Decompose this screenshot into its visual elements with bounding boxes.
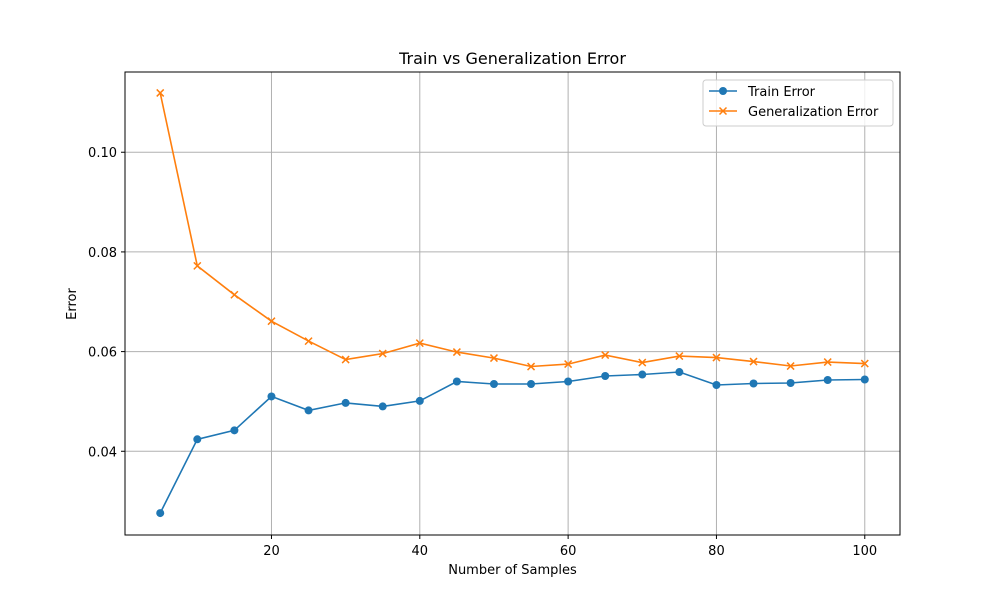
y-tick-label: 0.08: [88, 246, 117, 261]
generalization-error-point: [452, 348, 461, 357]
x-axis: 20 40 60 80 100: [263, 535, 877, 559]
generalization-error-point: [341, 355, 350, 364]
train-error-point: [860, 375, 869, 384]
x-axis-label: Number of Samples: [448, 563, 577, 578]
generalization-error-point: [489, 354, 498, 363]
train-error-point: [489, 379, 498, 388]
generalization-error-point: [304, 337, 313, 346]
x-tick-label: 40: [412, 544, 429, 559]
generalization-error-point: [675, 352, 684, 361]
y-tick-label: 0.06: [88, 346, 117, 361]
train-error-point: [601, 372, 610, 381]
y-tick-label: 0.10: [88, 146, 117, 161]
y-axis-label: Error: [65, 288, 80, 320]
generalization-error-point: [786, 362, 795, 371]
train-error-point: [193, 435, 202, 444]
train-error-point: [638, 370, 647, 379]
generalization-error-point: [267, 317, 276, 326]
generalization-error-point: [193, 261, 202, 270]
generalization-error-point: [564, 360, 573, 369]
generalization-error-point: [712, 353, 721, 362]
train-error-point: [786, 378, 795, 387]
plot-area-frame: [124, 71, 901, 536]
legend-label: Train Error: [747, 85, 816, 100]
legend-marker-circle: [719, 87, 727, 95]
train-error-point: [452, 377, 461, 386]
legend: Train Error Generalization Error: [702, 79, 894, 127]
series-line-generalization-error: [159, 92, 865, 368]
train-error-point: [156, 509, 165, 518]
train-error-point: [341, 398, 350, 407]
y-axis: 0.04 0.06 0.08 0.10: [88, 146, 125, 460]
train-error-point: [564, 377, 573, 386]
legend-marker-x: [718, 106, 728, 116]
legend-box: [702, 79, 894, 127]
grid: [125, 72, 900, 535]
x-tick-label: 100: [852, 544, 877, 559]
generalization-error-point: [749, 357, 758, 366]
generalization-error-point: [415, 339, 424, 348]
train-error-point: [230, 426, 239, 435]
train-error-point: [378, 402, 387, 411]
generalization-error-point: [823, 358, 832, 367]
generalization-error-point: [527, 362, 536, 371]
chart-title: Train vs Generalization Error: [398, 49, 626, 68]
train-error-point: [712, 380, 721, 389]
legend-label: Generalization Error: [748, 105, 879, 120]
train-error-point: [304, 406, 313, 415]
generalization-error-point: [230, 290, 239, 299]
train-error-point: [415, 396, 424, 405]
y-tick-label: 0.04: [88, 445, 117, 460]
generalization-error-point: [378, 349, 387, 358]
x-tick-label: 60: [560, 544, 577, 559]
x-tick-label: 20: [263, 544, 280, 559]
generalization-error-point: [156, 88, 165, 97]
series-layer: [156, 88, 869, 518]
train-error-point: [823, 376, 832, 385]
train-error-point: [527, 379, 536, 388]
x-tick-label: 80: [708, 544, 725, 559]
series-line-train-error: [159, 371, 865, 514]
train-error-point: [267, 392, 276, 401]
generalization-error-point: [601, 351, 610, 360]
generalization-error-point: [860, 359, 869, 368]
train-error-point: [675, 368, 684, 377]
train-error-point: [749, 379, 758, 388]
generalization-error-point: [638, 358, 647, 367]
